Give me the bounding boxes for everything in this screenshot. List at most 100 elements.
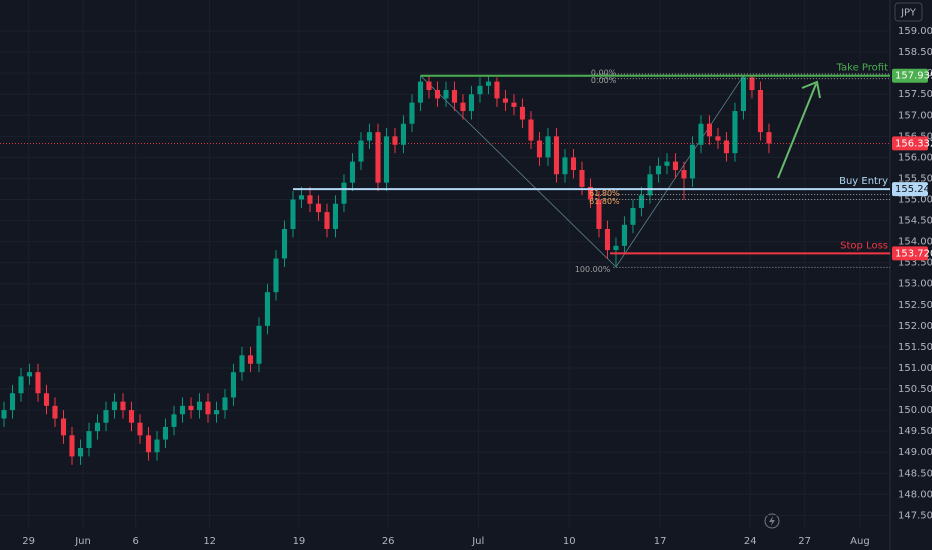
candle-body	[392, 136, 398, 145]
candle-body	[732, 111, 738, 154]
candle-body	[383, 136, 390, 183]
candle-body	[698, 123, 704, 145]
candle-body	[137, 422, 143, 436]
x-tick-label: 24	[744, 536, 757, 547]
candle-body	[545, 136, 551, 158]
fib-level-label: 100.00%	[575, 265, 611, 274]
currency-label: JPY	[900, 8, 917, 19]
candle-body	[366, 132, 373, 141]
candle-body	[502, 98, 509, 103]
candle-body	[60, 418, 67, 436]
y-tick-label: 159.000	[898, 26, 932, 37]
candle-body	[477, 85, 483, 95]
projection-arrow	[777, 83, 817, 179]
candle-body	[689, 144, 696, 179]
y-tick-label: 153.000	[898, 279, 932, 290]
candle-body	[179, 405, 186, 415]
level-name: Take Profit	[836, 63, 889, 74]
candle-body	[120, 401, 126, 411]
candle-body	[757, 90, 764, 133]
candle-body	[188, 405, 194, 411]
x-tick-label: 29	[22, 536, 35, 547]
lightning-icon[interactable]	[764, 513, 780, 529]
x-tick-label: 12	[203, 536, 216, 547]
candle-body	[1, 410, 7, 419]
candle-body	[604, 228, 611, 251]
candle-body	[672, 161, 679, 171]
candle-body	[723, 140, 730, 154]
candle-body	[281, 228, 288, 259]
y-tick-label: 154.500	[898, 216, 932, 227]
candle-body	[468, 94, 475, 112]
candle-body	[655, 165, 662, 175]
candle-body	[536, 140, 543, 158]
candle-body	[494, 81, 500, 99]
x-tick-label: Aug	[850, 536, 870, 547]
candle-body	[596, 199, 602, 229]
candle-body	[94, 422, 101, 432]
candle-body	[375, 132, 381, 183]
candle-body	[434, 90, 441, 99]
currency-box[interactable]	[894, 2, 923, 22]
candle-body	[273, 258, 279, 293]
y-tick-label: 154.000	[898, 237, 932, 248]
icon-ring	[764, 513, 780, 529]
price-tag	[892, 136, 928, 151]
candle-body	[460, 102, 466, 112]
x-tick-label: Jul	[471, 536, 484, 547]
candle-body	[519, 106, 526, 120]
candle-body	[145, 435, 152, 453]
candle-body	[35, 372, 41, 394]
candle-body	[715, 136, 721, 141]
level-name: Stop Loss	[840, 240, 888, 251]
y-tick-label: 148.500	[898, 468, 932, 479]
y-tick-label: 156.000	[898, 152, 932, 163]
y-tick-label: 153.500	[898, 258, 932, 269]
candle-body	[562, 157, 568, 175]
candle-body	[681, 170, 687, 179]
fib-level-label: 61.80%	[589, 197, 620, 206]
candle-body	[579, 170, 585, 187]
icon-bolt	[769, 516, 775, 526]
candle-body	[196, 401, 203, 411]
y-tick-label: 152.000	[898, 321, 932, 332]
candle-body	[213, 410, 220, 415]
y-tick-label: 147.500	[898, 510, 932, 521]
y-tick-label: 150.000	[898, 405, 932, 416]
price-tag-label: 157.939	[895, 71, 932, 82]
price-tag-label: 156.332	[895, 138, 932, 149]
candle-body	[570, 157, 577, 171]
candle-body	[315, 203, 322, 213]
candle-body	[128, 410, 135, 423]
candle-body	[154, 439, 160, 453]
y-tick-label: 151.000	[898, 363, 932, 374]
candle-body	[400, 123, 407, 145]
candle-body	[77, 447, 84, 457]
candle-body	[740, 77, 747, 112]
y-tick-label: 152.500	[898, 300, 932, 311]
candle-body	[349, 161, 356, 183]
candle-body	[647, 174, 653, 196]
candle-body	[298, 195, 305, 200]
candle-body	[587, 186, 594, 200]
y-tick-label: 150.500	[898, 384, 932, 395]
candle-body	[307, 195, 313, 204]
candle-body	[9, 393, 16, 411]
candle-body	[239, 355, 245, 373]
price-tag	[892, 68, 928, 83]
candle-body	[256, 325, 262, 364]
candle-body	[111, 401, 118, 411]
candle-body	[621, 224, 628, 246]
candle-body	[171, 414, 177, 427]
candle-body	[451, 90, 458, 103]
x-tick-label: 27	[798, 536, 811, 547]
projection-arrowhead	[801, 80, 821, 99]
price-tag	[892, 246, 928, 261]
candle-body	[324, 212, 330, 229]
candle-body	[341, 182, 347, 204]
y-tick-label: 149.000	[898, 447, 932, 458]
level-name: Buy Entry	[839, 176, 888, 187]
candle-body	[409, 102, 415, 124]
